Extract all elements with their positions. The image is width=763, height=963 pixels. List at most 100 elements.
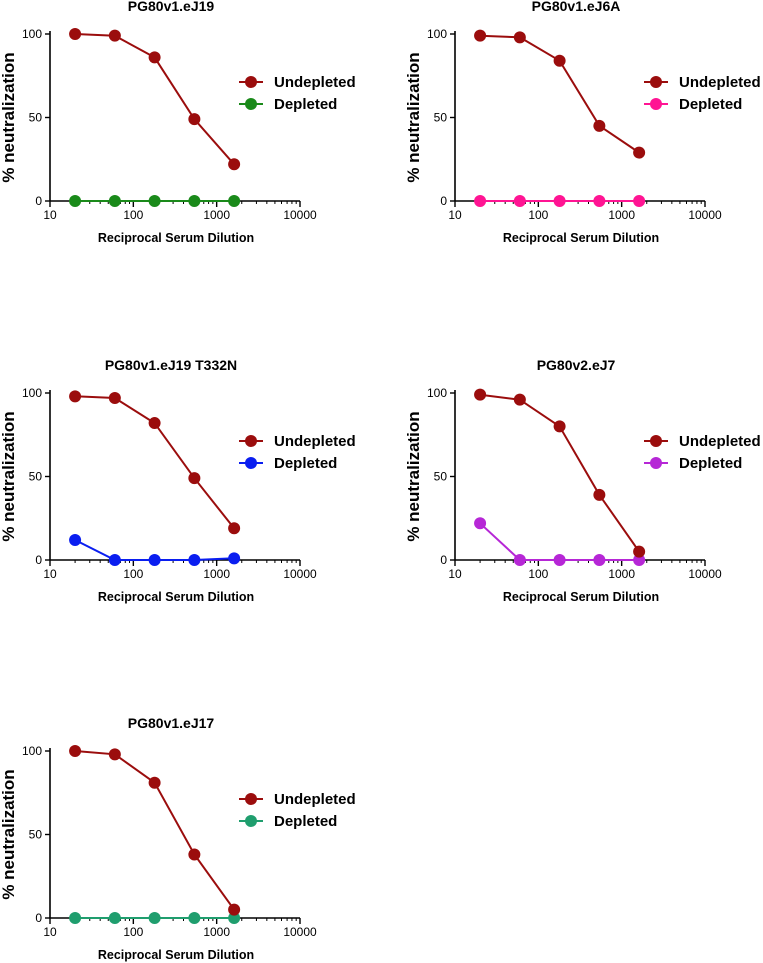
data-point bbox=[108, 195, 121, 207]
y-axis-label: % neutralization bbox=[0, 52, 18, 182]
legend-item: Depleted bbox=[644, 96, 742, 113]
data-point bbox=[188, 195, 201, 207]
y-tick-label: 50 bbox=[434, 470, 448, 484]
data-point bbox=[474, 388, 487, 401]
data-point bbox=[108, 554, 121, 566]
legend-label: Depleted bbox=[274, 813, 337, 830]
legend-marker bbox=[245, 457, 257, 469]
legend-label: Undepleted bbox=[679, 433, 761, 450]
data-point bbox=[474, 195, 487, 207]
data-point bbox=[108, 912, 121, 924]
x-tick-label: 1000 bbox=[203, 567, 230, 581]
legend-item: Depleted bbox=[239, 455, 337, 472]
data-point bbox=[108, 29, 121, 42]
data-point bbox=[553, 554, 566, 566]
chart-title: PG80v1.eJ17 bbox=[128, 715, 215, 731]
legend-marker bbox=[650, 435, 662, 447]
y-tick-label: 100 bbox=[22, 386, 42, 400]
data-point bbox=[69, 28, 82, 40]
legend-label: Depleted bbox=[274, 455, 337, 472]
data-point bbox=[553, 195, 566, 207]
data-point bbox=[228, 158, 241, 171]
data-point bbox=[69, 745, 82, 757]
data-point bbox=[633, 146, 646, 159]
y-tick-label: 0 bbox=[35, 911, 42, 925]
data-point bbox=[633, 195, 646, 207]
data-point bbox=[69, 390, 82, 403]
data-point bbox=[513, 554, 526, 566]
x-tick-label: 10000 bbox=[283, 208, 317, 222]
data-point bbox=[228, 912, 241, 924]
legend-marker bbox=[650, 457, 662, 469]
y-tick-label: 100 bbox=[22, 744, 42, 758]
series-undepleted bbox=[69, 745, 241, 916]
x-axis-label: Reciprocal Serum Dilution bbox=[98, 231, 254, 245]
chart-panel: PG80v1.eJ17 0 50 100 10 100 1000 10000 Reciproca… bbox=[0, 715, 356, 962]
data-point bbox=[474, 517, 487, 530]
legend-item: Undepleted bbox=[239, 433, 356, 450]
data-point bbox=[108, 748, 121, 761]
x-tick-label: 10 bbox=[448, 208, 462, 222]
x-tick-label: 100 bbox=[123, 925, 143, 939]
series-depleted bbox=[474, 195, 646, 207]
data-point bbox=[553, 54, 566, 67]
legend-marker bbox=[650, 98, 662, 110]
chart-title: PG80v1.eJ19 T332N bbox=[105, 357, 237, 373]
x-tick-label: 100 bbox=[528, 208, 548, 222]
legend-label: Undepleted bbox=[274, 791, 356, 808]
series-line bbox=[480, 34, 640, 154]
x-tick-label: 10000 bbox=[688, 567, 722, 581]
y-axis-label: % neutralization bbox=[0, 411, 18, 541]
legend-marker bbox=[245, 793, 257, 805]
data-point bbox=[633, 545, 646, 558]
series-undepleted bbox=[69, 390, 241, 535]
chart-panel: PG80v2.eJ7 0 50 100 10 100 1000 10000 Reciprocal… bbox=[404, 357, 761, 604]
chart-panel: PG80v1.eJ19 T332N 0 50 100 10 100 1000 10000 Rec… bbox=[0, 357, 356, 604]
data-point bbox=[593, 195, 606, 207]
data-point bbox=[148, 417, 161, 430]
y-tick-label: 100 bbox=[427, 27, 447, 41]
y-axis-label: % neutralization bbox=[404, 52, 423, 182]
x-tick-label: 1000 bbox=[203, 925, 230, 939]
legend-item: Undepleted bbox=[239, 791, 356, 808]
data-point bbox=[513, 393, 526, 406]
data-point bbox=[633, 554, 646, 566]
data-point bbox=[593, 554, 606, 566]
series-undepleted bbox=[474, 388, 646, 558]
x-tick-label: 10 bbox=[43, 925, 57, 939]
chart-title: PG80v1.eJ19 bbox=[128, 0, 215, 14]
series-depleted bbox=[69, 195, 241, 207]
data-point bbox=[513, 195, 526, 207]
chart-panel: PG80v1.eJ19 0 50 100 10 100 1000 10000 Reciproca… bbox=[0, 0, 356, 245]
data-point bbox=[148, 195, 161, 207]
y-tick-label: 0 bbox=[440, 194, 447, 208]
x-tick-label: 10 bbox=[43, 567, 57, 581]
data-point bbox=[188, 113, 201, 126]
x-tick-label: 1000 bbox=[608, 208, 635, 222]
legend-marker bbox=[245, 76, 257, 88]
x-tick-label: 10000 bbox=[283, 567, 317, 581]
legend-label: Depleted bbox=[274, 96, 337, 113]
data-point bbox=[228, 195, 241, 207]
series-depleted bbox=[69, 912, 241, 924]
legend-item: Undepleted bbox=[239, 74, 356, 91]
y-tick-label: 50 bbox=[29, 470, 43, 484]
legend-item: Depleted bbox=[644, 455, 742, 472]
y-tick-label: 50 bbox=[434, 111, 448, 125]
y-tick-label: 100 bbox=[427, 386, 447, 400]
x-tick-label: 1000 bbox=[608, 567, 635, 581]
y-tick-label: 100 bbox=[22, 27, 42, 41]
data-point bbox=[553, 420, 566, 433]
series-line bbox=[479, 393, 640, 553]
series-undepleted bbox=[69, 28, 241, 171]
x-axis-label: Reciprocal Serum Dilution bbox=[503, 590, 659, 604]
legend-item: Undepleted bbox=[644, 433, 761, 450]
y-tick-label: 0 bbox=[35, 553, 42, 567]
data-point bbox=[148, 554, 161, 566]
legend-item: Undepleted bbox=[644, 74, 761, 91]
y-axis-label: % neutralization bbox=[0, 769, 18, 899]
data-point bbox=[148, 776, 161, 789]
data-point bbox=[513, 31, 526, 44]
legend-item: Depleted bbox=[239, 96, 337, 113]
